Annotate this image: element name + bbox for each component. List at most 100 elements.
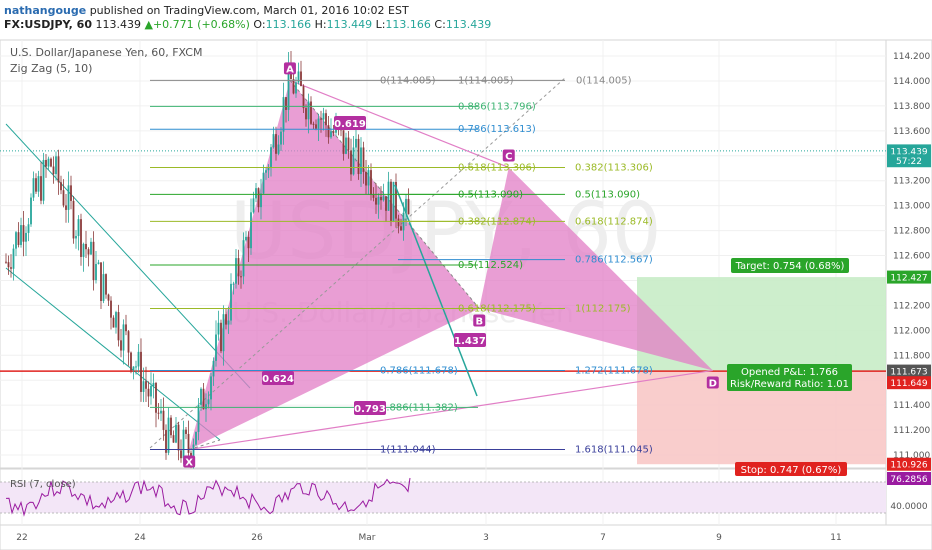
rsi-band (0, 482, 886, 513)
candle-body (175, 424, 177, 443)
candle-body (357, 138, 360, 175)
time-tick-label: 11 (830, 533, 841, 543)
ohlc-close-key: C: (434, 18, 446, 31)
chart-title-legend[interactable]: U.S. Dollar/Japanese Yen, 60, FXCM (10, 46, 203, 59)
candle-body (110, 300, 112, 318)
candle-body (127, 331, 130, 353)
candle-body (80, 219, 82, 257)
candle-body (72, 200, 75, 239)
candle-body (70, 185, 72, 201)
fib-level-label-right: 0.786(112.567) (575, 255, 653, 266)
price-axis-label: 112.427 (890, 274, 927, 284)
candle-body (150, 385, 152, 397)
time-tick-label: 7 (600, 533, 606, 543)
point-label-bg-c (502, 149, 515, 162)
candle-body (272, 134, 275, 148)
price-label-bg (887, 270, 931, 284)
fib-level-label: 0.5(113.090) (458, 189, 523, 200)
candle-body (387, 181, 390, 211)
target-label: Target: 0.754 (0.68%) (735, 261, 845, 272)
projection-line (394, 184, 478, 397)
candle-body (177, 424, 180, 451)
candle-body (372, 194, 375, 198)
candle-body (87, 249, 90, 255)
candle-body (45, 159, 47, 167)
candle-body (282, 97, 285, 132)
candle-body (382, 196, 385, 201)
candle-body (167, 417, 170, 453)
zigzag-legend[interactable]: Zig Zag (5, 10) (10, 62, 93, 75)
time-tick-label: 26 (251, 533, 263, 543)
time-tick-label: 24 (134, 533, 146, 543)
candle-body (85, 243, 87, 250)
candle-body (37, 176, 40, 192)
fib-level-label-right: 1.272(111.678) (575, 365, 653, 376)
candle-body (65, 205, 67, 210)
price-label-bg (887, 154, 931, 168)
candle-body (240, 276, 242, 278)
candle-body (347, 137, 350, 151)
candle-body (145, 381, 147, 389)
candle-body (125, 324, 127, 332)
candle-body (102, 274, 105, 302)
candle-body (205, 404, 207, 410)
candle-body (225, 314, 227, 325)
candle-body (90, 241, 92, 255)
publish-text: published on TradingView.com, March 01, … (89, 4, 409, 17)
candle-body (30, 197, 32, 225)
symbol-name[interactable]: FX:USDJPY, 60 (4, 18, 92, 31)
candle-body (15, 232, 17, 249)
candle-body (370, 170, 372, 195)
candle-body (367, 170, 370, 186)
fib-level-label-left: 0(114.005) (380, 75, 436, 86)
ratio-label: 0.619 (334, 119, 366, 130)
time-axis[interactable] (0, 524, 932, 550)
candle-body (67, 185, 70, 210)
price-tick-label: 112.200 (893, 301, 930, 311)
fib-level-label-right: 0.5(113.090) (575, 189, 640, 200)
candle-body (317, 118, 320, 129)
target-label-bg[interactable] (731, 258, 849, 273)
ratio-label-bg (334, 116, 366, 130)
candle-body (405, 198, 407, 213)
candle-body (97, 262, 100, 264)
rsi-current-label: 76.2856 (890, 475, 927, 485)
candle-body (305, 108, 307, 120)
candle-body (140, 351, 142, 392)
price-tick-label: 112.000 (893, 326, 930, 336)
candle-body (217, 322, 220, 335)
candle-body (392, 181, 395, 222)
fib-level-label: 0.382(112.874) (458, 216, 536, 227)
channel-lower-line (5, 267, 221, 441)
candle-body (250, 212, 252, 249)
point-label-c: C (505, 151, 512, 162)
point-label-bg-a (283, 62, 296, 75)
price-axis-label: 57:22 (896, 157, 922, 167)
xd-leg (189, 369, 713, 451)
candle-body (257, 188, 260, 208)
price-axis-label: 113.439 (890, 147, 927, 157)
fib-level-label-right: 0.382(113.306) (575, 162, 653, 173)
ac-leg (289, 79, 509, 169)
harmonic-bcd-triangle[interactable] (479, 167, 713, 371)
ohlc-close: 113.439 (445, 18, 492, 31)
candle-body (32, 178, 35, 198)
candle-body (95, 263, 97, 281)
candle-body (10, 267, 12, 269)
rsi-legend[interactable]: RSI (7, close) (10, 479, 76, 490)
time-tick-label: 22 (16, 533, 27, 543)
candle-body (165, 429, 167, 453)
author-link[interactable]: nathangouge (4, 4, 87, 17)
pnl-label-bg[interactable] (727, 364, 852, 391)
ratio-label: 1.437 (454, 336, 486, 347)
time-tick-label: Mar (359, 533, 376, 543)
stop-label-bg[interactable] (735, 462, 847, 476)
candle-body (245, 236, 247, 241)
rsi-tick-label: 40.0000 (890, 502, 927, 512)
rsi-current-bg (887, 472, 931, 485)
price-tick-label: 113.800 (893, 102, 930, 112)
candle-body (105, 274, 107, 295)
candle-body (222, 314, 225, 352)
candle-body (322, 113, 325, 120)
